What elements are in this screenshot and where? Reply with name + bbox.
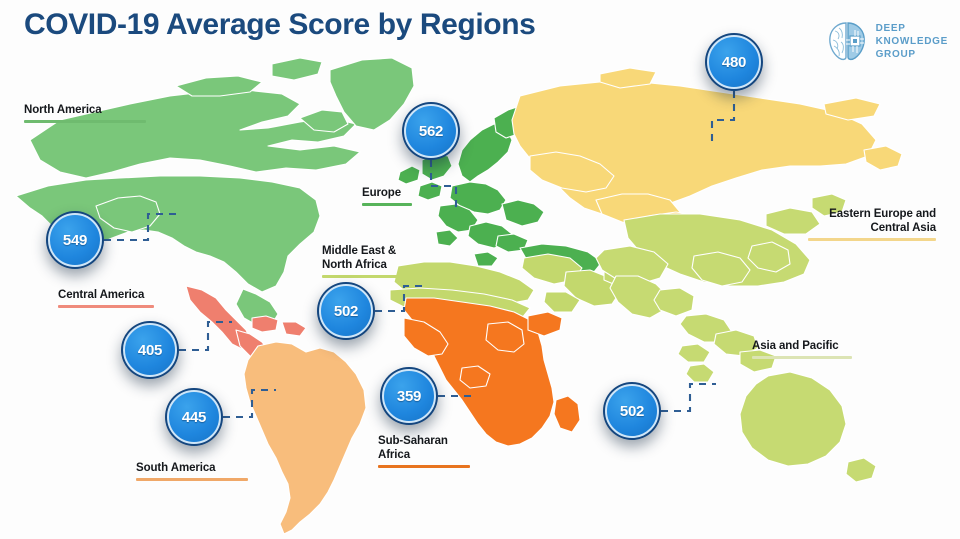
region-label-text: Eastern Europe and [829, 208, 936, 220]
score-value: 562 [418, 122, 444, 140]
score-marker-eastern-europe-central-asia[interactable]: 480 [705, 33, 763, 91]
region-label-eastern-europe-central-asia: Eastern Europe and Central Asia [808, 207, 936, 241]
score-value: 359 [396, 387, 422, 405]
region-rule [24, 120, 146, 123]
region-label-text: Sub-Saharan [378, 435, 448, 447]
region-rule [136, 478, 248, 481]
map-region-south-america [243, 341, 367, 535]
score-marker-asia-and-pacific[interactable]: 502 [603, 382, 661, 440]
marker-ring: 562 [404, 104, 458, 158]
marker-ring: 502 [319, 284, 373, 338]
region-label-text: Asia and Pacific [752, 340, 839, 352]
region-label-text: Europe [362, 187, 402, 199]
region-label-text-2: Central Asia [870, 222, 937, 234]
map-region-greenland [329, 57, 415, 131]
marker-ring: 359 [382, 369, 436, 423]
logo-text: DEEP KNOWLEDGE GROUP [876, 22, 948, 61]
region-label-middle-east-north-africa: Middle East & North Africa [322, 244, 418, 278]
map-region-sub-saharan-africa [403, 297, 581, 447]
region-label-central-america: Central America [58, 288, 154, 308]
region-rule [58, 305, 154, 308]
region-label-text: North America [24, 104, 102, 116]
logo-line-3: GROUP [875, 48, 916, 60]
region-label-south-america: South America [136, 461, 248, 481]
region-rule [808, 238, 936, 241]
score-marker-north-america[interactable]: 549 [46, 211, 104, 269]
region-label-asia-and-pacific: Asia and Pacific [752, 339, 852, 359]
page-title: COVID-19 Average Score by Regions [24, 8, 536, 41]
score-value: 480 [721, 53, 747, 71]
logo-line-2: KNOWLEDGE [875, 35, 948, 47]
deep-knowledge-group-logo[interactable]: DEEP KNOWLEDGE GROUP [827, 20, 948, 62]
region-label-text: South America [136, 462, 216, 474]
marker-ring: 405 [123, 323, 177, 377]
score-value: 502 [333, 302, 359, 320]
score-marker-sub-saharan-africa[interactable]: 359 [380, 367, 438, 425]
logo-line-1: DEEP [875, 22, 906, 34]
region-label-text-2: North Africa [322, 259, 387, 271]
region-label-north-america: North America [24, 103, 146, 123]
region-label-text: Middle East & [322, 245, 397, 257]
marker-ring: 445 [167, 390, 221, 444]
region-label-europe: Europe [362, 186, 412, 206]
brain-circuit-icon [828, 22, 865, 61]
region-rule [362, 203, 412, 206]
region-rule [378, 465, 470, 468]
score-marker-middle-east-north-africa[interactable]: 502 [317, 282, 375, 340]
score-value: 445 [181, 408, 207, 426]
marker-ring: 480 [707, 35, 761, 89]
score-value: 549 [62, 231, 88, 249]
map-region-north-america [15, 57, 361, 327]
score-marker-south-america[interactable]: 445 [165, 388, 223, 446]
map-region-eastern-europe-central-asia [511, 67, 903, 249]
marker-ring: 502 [605, 384, 659, 438]
region-label-text-2: Africa [378, 449, 410, 461]
region-label-text: Central America [58, 289, 145, 301]
score-marker-europe[interactable]: 562 [402, 102, 460, 160]
region-rule [322, 275, 418, 278]
score-marker-central-america[interactable]: 405 [121, 321, 179, 379]
region-label-sub-saharan-africa: Sub-Saharan Africa [378, 434, 470, 468]
score-value: 405 [137, 341, 163, 359]
map-region-asia-pacific [595, 193, 877, 483]
marker-ring: 549 [48, 213, 102, 267]
region-rule [752, 356, 852, 359]
score-value: 502 [619, 402, 645, 420]
